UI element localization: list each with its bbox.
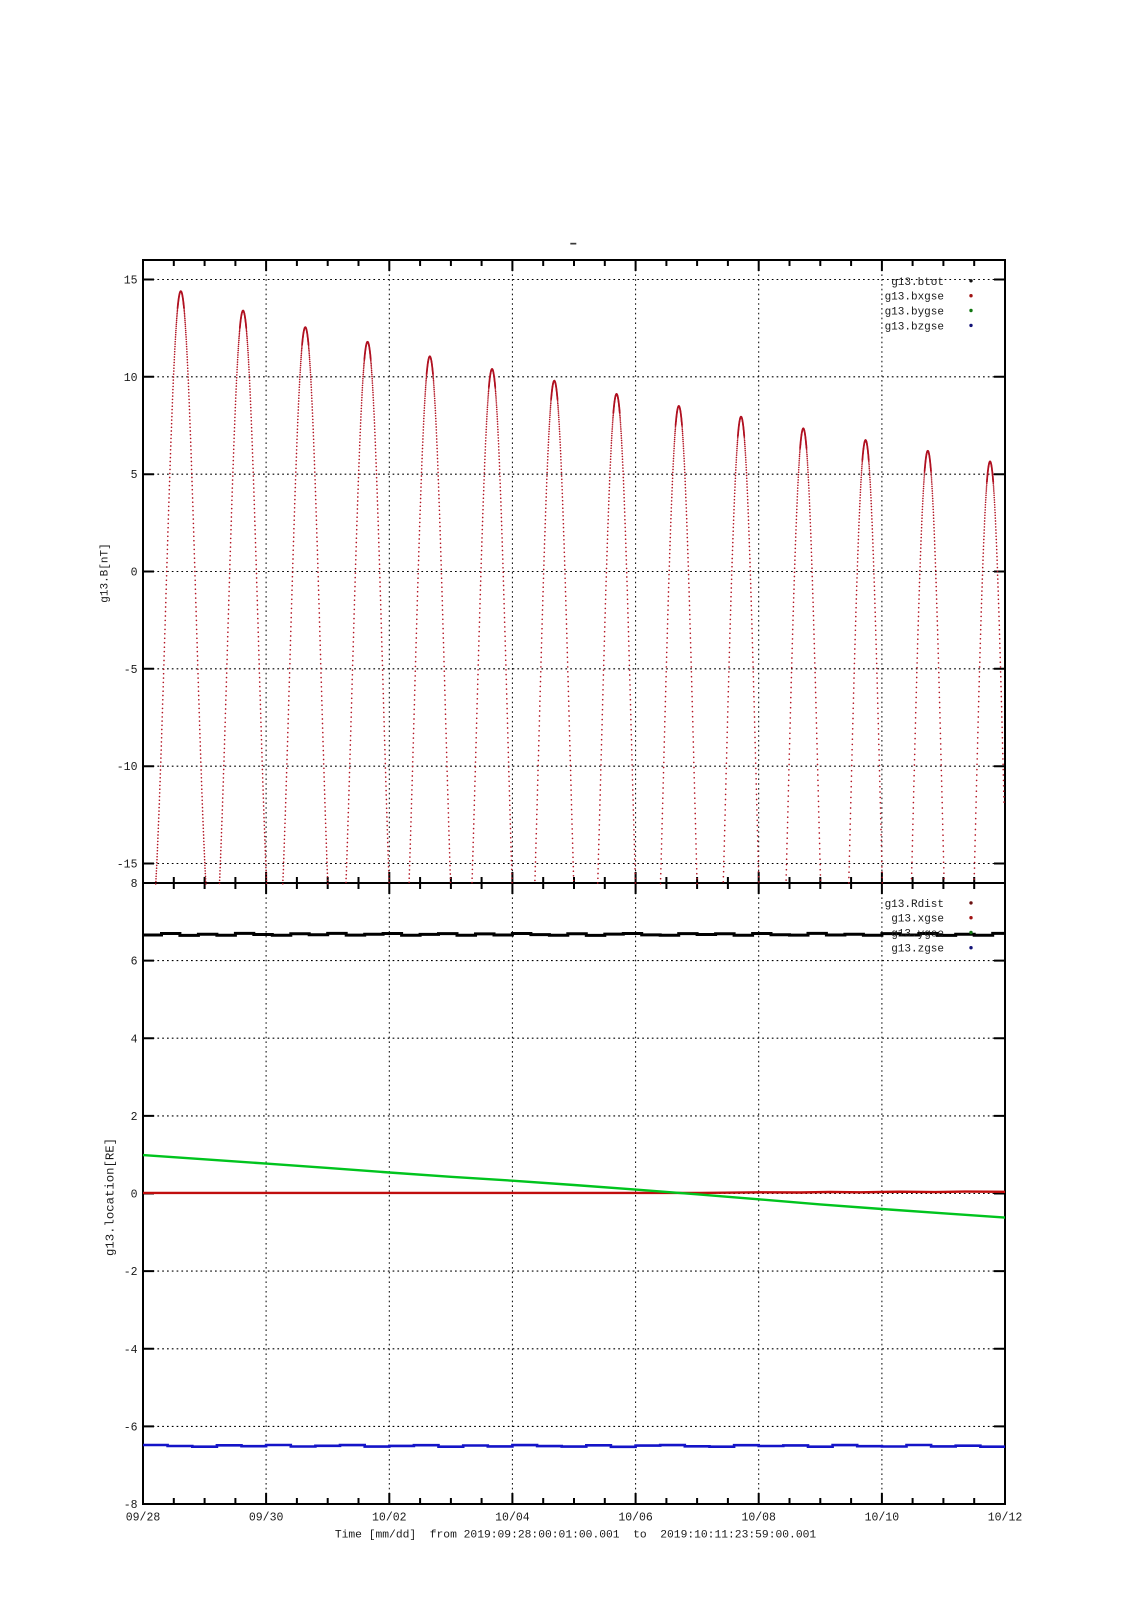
svg-text:4: 4 [131,1033,138,1046]
svg-text:-8: -8 [124,1499,138,1512]
svg-text:g13.zgse: g13.zgse [891,944,944,956]
svg-text:g13.bxgse: g13.bxgse [885,292,944,304]
svg-text:-5: -5 [124,664,138,677]
svg-text:-15: -15 [117,859,138,872]
svg-text:10/06: 10/06 [618,1512,653,1525]
svg-text:10/08: 10/08 [741,1512,776,1525]
svg-text:10/04: 10/04 [495,1512,530,1525]
svg-text:10/12: 10/12 [988,1512,1023,1525]
svg-text:6: 6 [131,956,138,969]
svg-text:g13.location[RE]: g13.location[RE] [104,1138,118,1256]
svg-text:0: 0 [131,567,138,580]
svg-text:8: 8 [131,878,138,891]
svg-text:15: 15 [124,274,138,287]
svg-text:Time [mm/dd] from 2019:09:28:: Time [mm/dd] from 2019:09:28:00:01:00.00… [335,1530,817,1542]
svg-text:5: 5 [131,469,138,482]
svg-text:g13.B[nT]: g13.B[nT] [99,543,111,602]
svg-text:g13.xgse: g13.xgse [891,914,944,926]
svg-text:g13.Rdist: g13.Rdist [885,899,944,911]
svg-text:-2: -2 [124,1266,138,1279]
svg-text:10/02: 10/02 [372,1512,407,1525]
svg-text:09/28: 09/28 [126,1512,161,1525]
svg-text:2: 2 [131,1111,138,1124]
svg-text:g13.ygse: g13.ygse [891,929,944,941]
svg-text:g13.bygse: g13.bygse [885,307,944,319]
svg-text:g13.bzgse: g13.bzgse [885,321,944,333]
svg-text:0: 0 [131,1189,138,1202]
svg-text:10/10: 10/10 [865,1512,900,1525]
svg-text:-10: -10 [117,761,138,774]
svg-text:-6: -6 [124,1421,138,1434]
svg-text:09/30: 09/30 [249,1512,284,1525]
svg-text:10: 10 [124,372,138,385]
svg-text:g13.btot: g13.btot [891,277,944,289]
svg-text:-4: -4 [124,1344,138,1357]
